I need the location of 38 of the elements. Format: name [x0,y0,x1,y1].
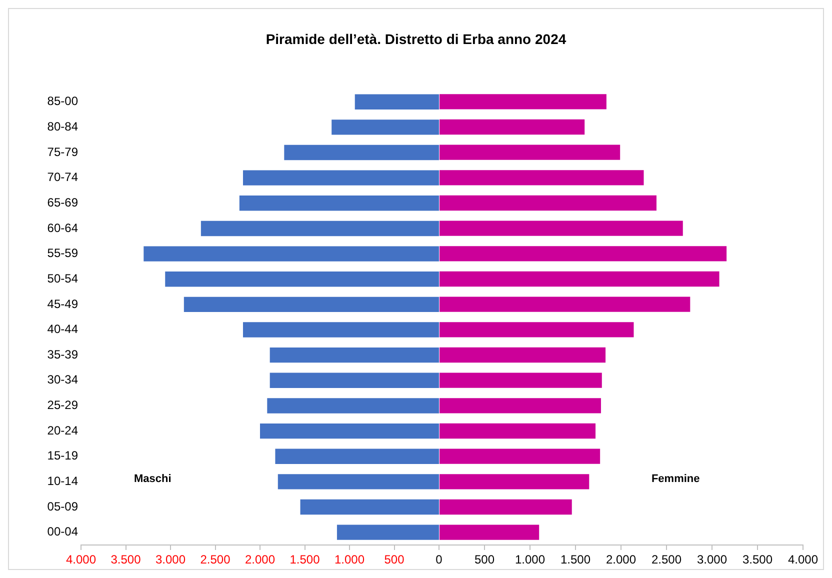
x-tick-label: 3.000 [155,552,186,567]
y-tick-label: 75-79 [47,144,78,159]
x-tick-label: 1.000 [514,552,546,567]
y-tick-label: 45-49 [47,296,78,311]
x-tick-label: 3.500 [110,552,142,567]
y-tick-label: 05-09 [47,499,78,514]
x-tick-label: 2.500 [200,552,231,567]
text: Femmine [651,472,700,485]
y-tick-label: 00-04 [47,524,78,539]
x-tick-label: 4.000 [66,552,96,567]
x-tick-label: 3.000 [696,552,728,567]
y-tick-label: 65-69 [47,195,78,210]
x-tick-label: 2.000 [606,552,636,567]
y-tick-label: 40-44 [47,322,78,336]
x-tick-label: 1.500 [290,552,320,567]
x-tick-label: 4.000 [788,552,818,567]
y-tick-label: 30-34 [47,372,78,387]
x-tick-label: 500 [384,552,405,567]
y-tick-label: 50-54 [47,271,78,286]
y-tick-label: 10-14 [47,474,78,488]
x-tick-label: 1.000 [334,552,365,567]
y-tick-label: 85-00 [47,94,78,108]
y-tick-label: 25-29 [47,398,78,412]
y-tick-label: 80-84 [47,119,78,134]
y-tick-label: 70-74 [47,170,78,184]
y-tick-label: 15-19 [47,448,78,463]
x-tick-label: 3.500 [742,552,773,567]
x-tick-label: 0 [436,552,443,567]
y-tick-label: 20-24 [47,423,78,438]
x-tick-label: 2.000 [244,552,276,567]
x-tick-label: 500 [474,552,495,567]
y-tick-label: 35-39 [47,347,78,362]
x-tick-label: 1.500 [560,552,591,567]
y-tick-label: 60-64 [47,220,78,235]
text: Maschi [134,472,172,485]
y-tick-label: 55-59 [47,246,78,260]
chart-title: Piramide dell’età. Distretto di Erba anno 2024 [264,31,568,47]
x-tick-label: 2.500 [651,552,682,567]
